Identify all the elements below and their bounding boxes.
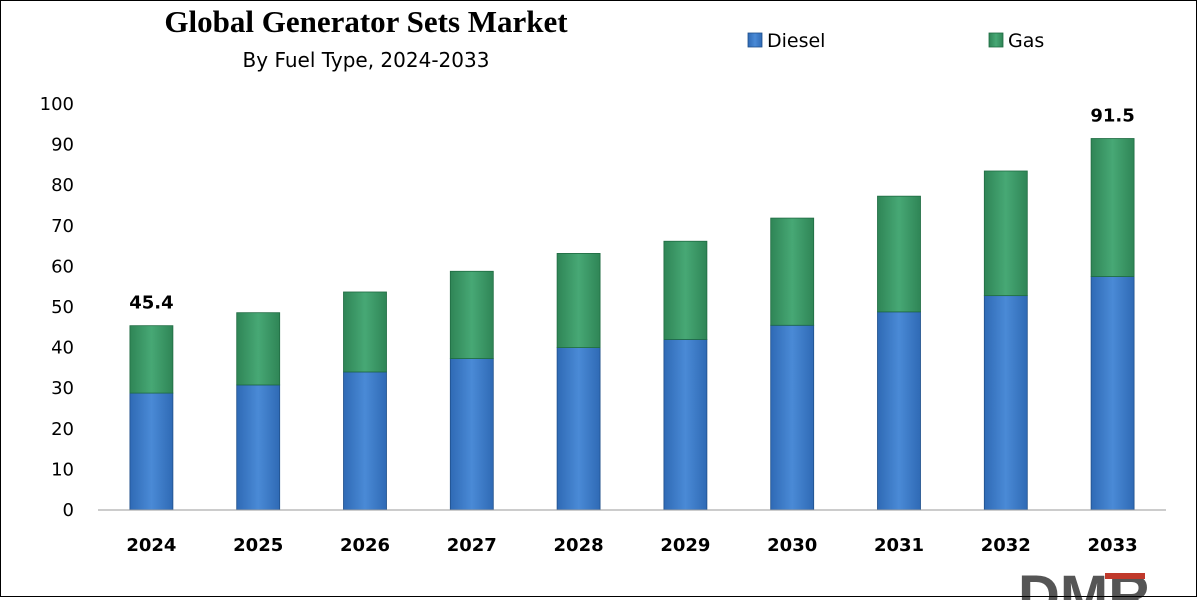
legend-swatch-gas xyxy=(988,32,1004,48)
legend-swatch-diesel xyxy=(747,32,763,48)
bar-gas-2024 xyxy=(129,325,174,394)
bar-gas-2030 xyxy=(770,217,815,326)
bar-diesel-2029 xyxy=(663,339,708,511)
y-tick-label: 0 xyxy=(63,500,74,521)
bar-gas-2031 xyxy=(877,195,921,313)
y-tick-label: 30 xyxy=(51,378,74,399)
x-tick-label: 2028 xyxy=(554,535,604,556)
y-tick-label: 50 xyxy=(51,297,74,318)
bar-diesel-2027 xyxy=(449,358,494,511)
y-tick-label: 10 xyxy=(51,459,74,480)
brand-logo: DMR xyxy=(1018,564,1150,600)
x-tick-label: 2026 xyxy=(340,535,390,556)
y-tick-label: 100 xyxy=(40,94,74,115)
logo-text: DMR xyxy=(1018,564,1150,600)
bar-diesel-2028 xyxy=(556,347,601,511)
bar-gas-2029 xyxy=(663,240,708,340)
bar-diesel-2024 xyxy=(129,392,174,511)
bar-diesel-2030 xyxy=(770,324,815,511)
y-tick-label: 90 xyxy=(51,135,74,156)
x-tick-label: 2031 xyxy=(874,535,924,556)
bar-diesel-2025 xyxy=(236,384,281,511)
data-label-2033: 91.5 xyxy=(1090,106,1134,127)
legend-label-diesel: Diesel xyxy=(767,30,825,52)
x-tick-label: 2024 xyxy=(126,535,176,556)
y-tick-label: 70 xyxy=(51,216,74,237)
x-axis: 2024 2025 2026 2027 2028 2029 2030 2031 2032 2033 xyxy=(126,535,1137,556)
bars-group xyxy=(129,138,1135,511)
y-tick-label: 40 xyxy=(51,338,74,359)
y-tick-label: 80 xyxy=(51,175,74,196)
chart-subtitle: By Fuel Type, 2024-2033 xyxy=(243,48,490,72)
data-label-2024: 45.4 xyxy=(129,293,173,314)
bar-diesel-2033 xyxy=(1090,276,1135,511)
bar-gas-2027 xyxy=(449,270,494,359)
y-axis: 0 10 20 30 40 50 60 70 80 90 100 xyxy=(40,94,74,521)
bar-gas-2032 xyxy=(983,170,1028,297)
legend-item-diesel: Diesel xyxy=(747,30,825,52)
logo-accent xyxy=(1105,573,1145,579)
x-tick-label: 2027 xyxy=(447,535,497,556)
x-tick-label: 2033 xyxy=(1088,535,1138,556)
bar-gas-2028 xyxy=(556,253,601,349)
x-tick-label: 2030 xyxy=(767,535,817,556)
legend-item-gas: Gas xyxy=(988,30,1044,52)
bar-diesel-2026 xyxy=(343,371,387,511)
y-tick-label: 60 xyxy=(51,256,74,277)
chart-title: Global Generator Sets Market xyxy=(164,4,568,39)
x-tick-label: 2025 xyxy=(233,535,283,556)
bar-diesel-2032 xyxy=(983,295,1028,511)
chart-legend: Diesel Gas xyxy=(747,30,1044,52)
x-tick-label: 2032 xyxy=(981,535,1031,556)
x-tick-label: 2029 xyxy=(660,535,710,556)
bar-diesel-2031 xyxy=(877,311,921,511)
legend-label-gas: Gas xyxy=(1008,30,1044,52)
y-tick-label: 20 xyxy=(51,419,74,440)
bar-gas-2033 xyxy=(1090,138,1135,277)
bar-gas-2026 xyxy=(343,291,387,373)
bar-gas-2025 xyxy=(236,312,281,386)
data-labels: 45.4 91.5 xyxy=(129,106,1135,314)
